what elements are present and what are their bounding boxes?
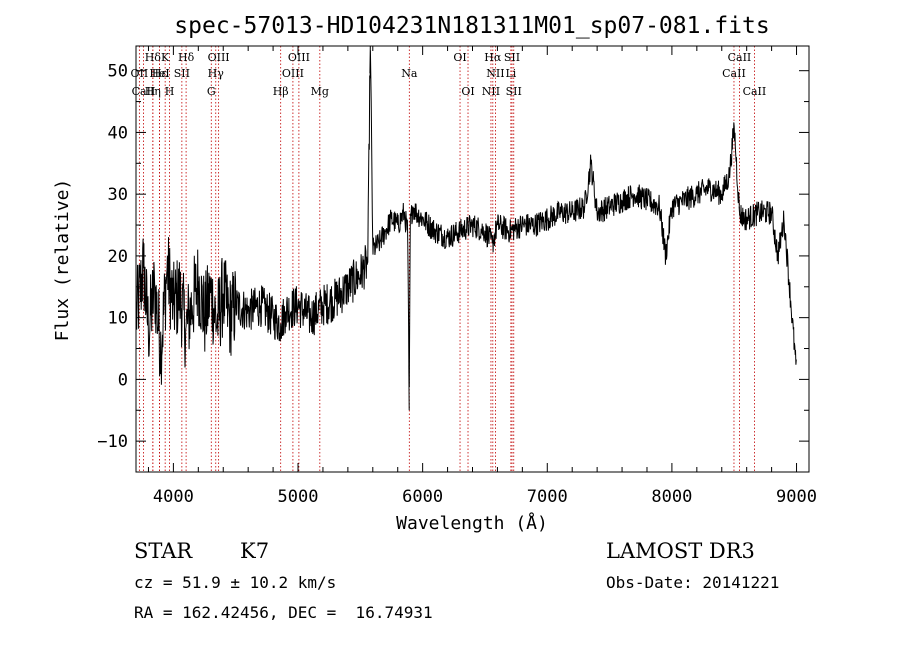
y-axis-ticks: −10 0 10 20 30 40 50 — [97, 62, 809, 473]
observation-date: Obs-Date: 20141221 — [606, 573, 780, 592]
line-label: CaII — [132, 85, 156, 98]
object-subclass: K7 — [240, 539, 270, 563]
y-tick-label: 20 — [108, 247, 128, 267]
line-label: Mg — [311, 85, 329, 98]
line-label: SII — [504, 51, 520, 64]
x-tick-label: 4000 — [153, 487, 194, 507]
line-label: Hδ — [145, 51, 162, 64]
velocity-readout: cz = 51.9 ± 10.2 km/s — [134, 573, 337, 592]
x-tick-label: 5000 — [278, 487, 319, 507]
plot-frame — [135, 45, 810, 473]
line-label: K — [161, 51, 170, 64]
line-label: CaII — [728, 51, 752, 64]
spectral-line-labels: Hδ OII CaII Hε Hη K HeI H SII Hδ OIII Hγ G OIII OIII Hβ… — [131, 51, 767, 98]
survey-name: LAMOST DR3 — [606, 539, 755, 563]
y-tick-label: 50 — [108, 62, 128, 82]
line-label: H — [165, 85, 175, 98]
line-label: G — [207, 85, 216, 98]
line-label: Hε — [152, 67, 168, 80]
line-label: SII — [506, 85, 522, 98]
line-label: CaII — [722, 67, 746, 80]
y-tick-label: 0 — [118, 370, 128, 390]
y-tick-label: 30 — [108, 185, 128, 205]
line-label: OIII — [208, 51, 230, 64]
line-label: OIII — [282, 67, 304, 80]
x-axis-label: Wavelength (Å) — [396, 512, 548, 534]
line-label: Hδ — [178, 51, 195, 64]
line-label: Hβ — [273, 85, 289, 98]
line-label: Li — [505, 67, 516, 80]
line-label: OI — [453, 51, 466, 64]
object-class: STAR — [134, 539, 193, 563]
x-tick-label: 7000 — [527, 487, 568, 507]
y-tick-label: 40 — [108, 123, 128, 143]
line-label: HeI — [149, 67, 169, 80]
x-axis-ticks: 4000 5000 6000 7000 8000 9000 — [147, 46, 817, 507]
y-axis-label: Flux (relative) — [52, 179, 73, 342]
line-label: Na — [401, 67, 418, 80]
line-label: Hα — [484, 51, 502, 64]
line-label: NII — [482, 85, 500, 98]
line-label: SII — [174, 67, 190, 80]
spectral-line-markers — [138, 46, 755, 472]
chart-title: spec-57013-HD104231N181311M01_sp07-081.f… — [174, 13, 769, 39]
line-label: Hη — [145, 85, 161, 98]
line-label: OII — [131, 67, 149, 80]
x-tick-label: 8000 — [651, 487, 692, 507]
line-label: OIII — [288, 51, 310, 64]
x-tick-label: 9000 — [776, 487, 817, 507]
line-label: Hγ — [208, 67, 225, 80]
coordinates-readout: RA = 162.42456, DEC = 16.74931 — [134, 603, 433, 622]
line-label: OI — [461, 85, 474, 98]
x-tick-label: 6000 — [402, 487, 443, 507]
line-label: CaII — [743, 85, 767, 98]
y-tick-label: −10 — [97, 432, 128, 452]
flux-series-line — [135, 45, 797, 411]
y-tick-label: 10 — [108, 309, 128, 329]
line-label: NII — [486, 67, 504, 80]
